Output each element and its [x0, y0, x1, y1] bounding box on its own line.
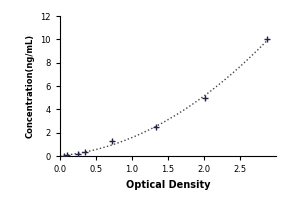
X-axis label: Optical Density: Optical Density — [126, 180, 210, 190]
Y-axis label: Concentration(ng/mL): Concentration(ng/mL) — [26, 34, 35, 138]
